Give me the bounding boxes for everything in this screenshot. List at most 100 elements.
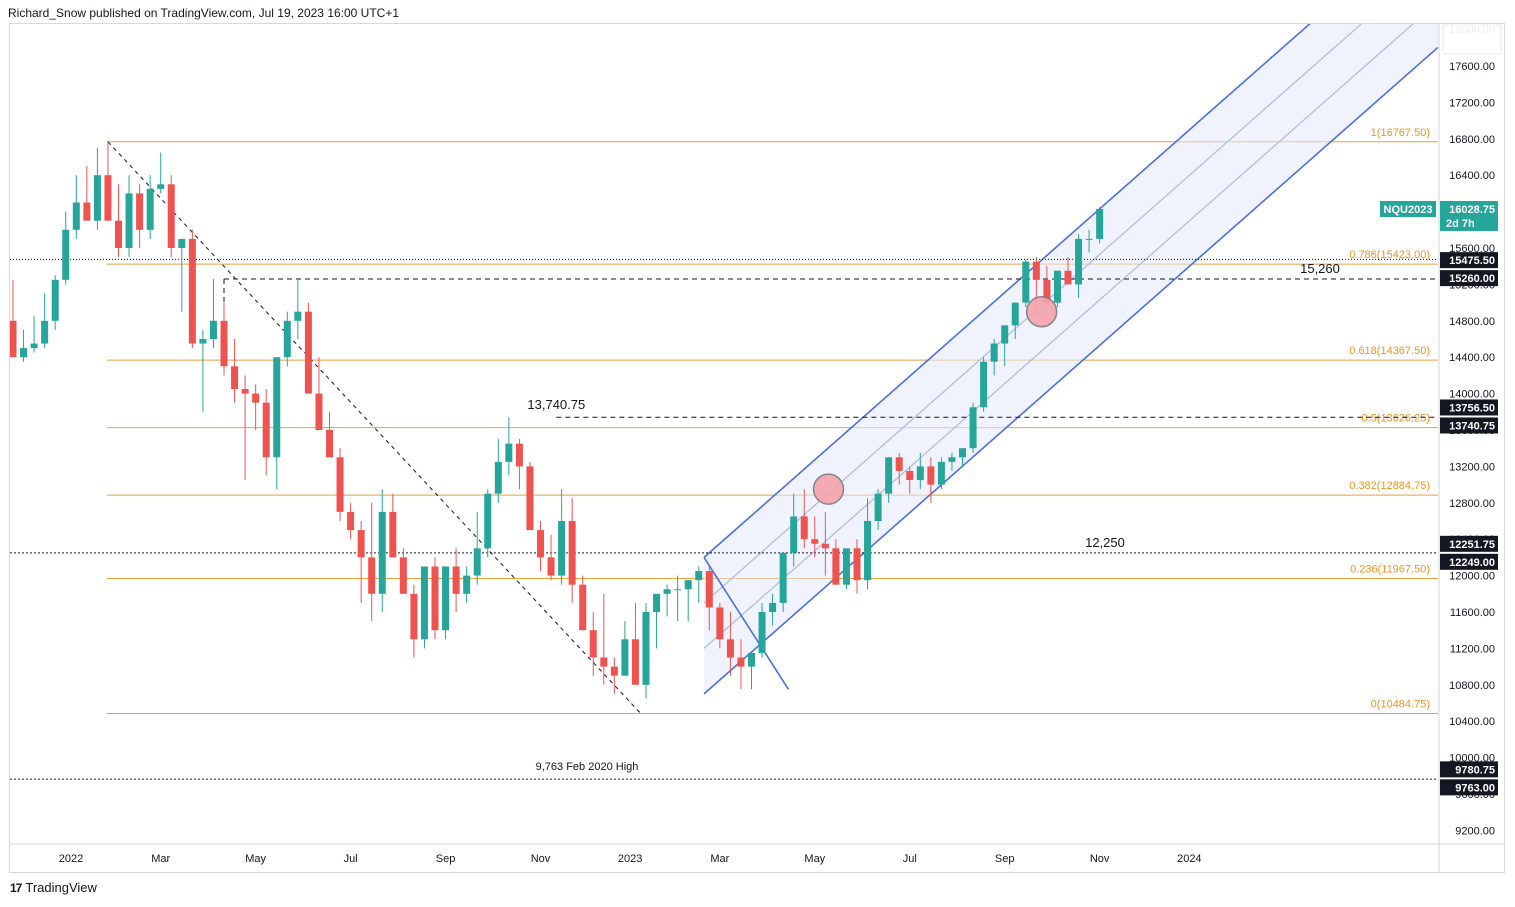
candle-body [178,238,186,248]
fib-level-label: 0.382(12884.75) [1349,480,1430,492]
channel-fill [704,24,1438,694]
candle-body [1022,261,1030,303]
price-tag [1440,761,1498,778]
y-tick-label: 17200.00 [1449,97,1495,109]
candle-body [631,639,639,685]
candle-body [420,566,428,640]
candle-body [874,493,882,521]
annotation-12250: 12,250 [1085,535,1125,550]
candle-body [167,184,175,248]
candle-body [357,530,365,558]
candle-body [104,175,112,221]
candle-body [505,443,513,462]
candle-body [737,657,745,667]
symbol-label: NQU2023 [1384,204,1433,216]
candle-body [1032,261,1040,280]
candle-body [906,470,914,481]
publisher-header: Richard_Snow published on TradingView.co… [8,6,400,20]
price-tag [1440,779,1498,796]
candle-body [125,193,133,248]
fib-level-label: 0.786(15423.00) [1349,249,1430,261]
candle-body [885,457,893,494]
x-tick-label: Mar [710,853,729,865]
candle-body [20,348,28,358]
candle-body [821,543,829,549]
symbol-tag [1380,200,1436,217]
candle-body [515,443,523,467]
candle-body [959,448,966,458]
candle-body [368,557,376,594]
candle-body [452,566,460,594]
candle-body [1043,279,1051,303]
x-tick-label: Sep [995,853,1015,865]
candle-body [758,612,766,653]
price-tag-label: 15475.50 [1449,255,1495,267]
downtrend-line [107,141,642,714]
x-tick-label: 2024 [1177,853,1201,865]
x-tick-label: May [804,853,825,865]
candle-body [410,593,418,640]
price-tag-label: 13740.75 [1449,420,1495,432]
y-tick-label: 11200.00 [1450,643,1495,655]
candle-body [927,466,935,485]
price-tag-label: 9780.75 [1455,764,1495,776]
price-tag [1440,252,1498,269]
price-tag-label: 13756.50 [1449,402,1495,414]
candle-body [209,320,217,339]
candle-body [610,666,618,676]
candle-body [969,407,977,449]
fib-level-label: 0.618(14367.50) [1349,345,1430,357]
candle-body [589,630,597,658]
candle-body [389,511,397,558]
annotations: 15,260 13,740.75 12,250 9,763 Feb 2020 High [527,261,1339,773]
candle-body [283,320,291,358]
candle-body [442,566,450,631]
candle-body [326,430,333,458]
candle-body [726,639,734,658]
fib-level-label: 1(16767.50) [1371,127,1430,139]
last-price-tag [1440,200,1498,231]
price-tag [1440,270,1498,287]
y-tick-label: 17600.00 [1449,61,1495,73]
markers [812,295,1058,505]
candle-body [842,548,850,585]
candle-body [473,548,481,576]
fib-level-label: 0.236(11967.50) [1350,564,1430,576]
x-tick-label: Sep [436,853,456,865]
x-tick-label: 2023 [618,853,642,865]
x-tick-label: Nov [531,853,551,865]
tradingview-brand[interactable]: 17 TradingView [10,880,97,895]
candle-body [1075,238,1083,285]
price-tag [1440,399,1498,416]
highlight-marker [1025,295,1058,328]
annotation-lines [10,141,1438,780]
brand-name: TradingView [25,880,97,895]
candle-body [980,361,988,408]
candle-body [716,607,724,640]
candle-body [537,530,544,558]
x-tick-label: May [245,853,266,865]
candle-body [157,184,165,189]
candle-body [674,589,682,591]
candle-body [526,466,534,531]
y-tick-label: 15600.00 [1449,243,1495,255]
candle-body [315,393,323,430]
price-tag-label: 12251.75 [1449,539,1495,551]
candle-body [220,320,228,367]
y-tick-label: 16400.00 [1449,170,1495,182]
candle-body [347,511,355,531]
candle-body [146,188,154,230]
x-tick-label: Jul [344,853,358,865]
countdown-label: 2d 7h [1446,218,1475,230]
channel-line [703,24,1414,649]
tradingview-logo-icon: 17 [10,880,22,895]
candle-body [41,320,49,344]
candle-body [83,202,91,221]
candle-body [1011,302,1019,326]
channel-line [703,24,1311,559]
candle-body [568,521,576,585]
candle-body [115,220,122,248]
x-tick-label: Jul [903,853,917,865]
candle-body [895,457,903,471]
